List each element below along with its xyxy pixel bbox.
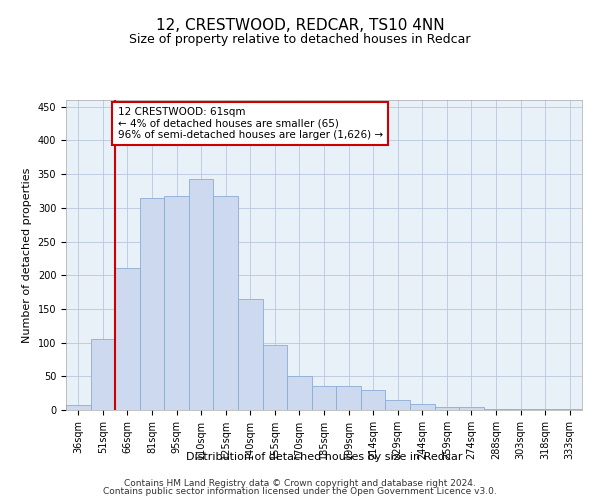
Bar xyxy=(287,376,312,410)
Bar xyxy=(214,196,238,410)
Bar xyxy=(140,198,164,410)
Text: 12, CRESTWOOD, REDCAR, TS10 4NN: 12, CRESTWOOD, REDCAR, TS10 4NN xyxy=(155,18,445,32)
Bar xyxy=(484,408,508,410)
Bar xyxy=(434,406,459,410)
Text: Size of property relative to detached houses in Redcar: Size of property relative to detached ho… xyxy=(129,32,471,46)
Bar xyxy=(459,408,484,410)
Bar xyxy=(66,406,91,410)
Bar xyxy=(312,386,336,410)
Text: 12 CRESTWOOD: 61sqm
← 4% of detached houses are smaller (65)
96% of semi-detache: 12 CRESTWOOD: 61sqm ← 4% of detached hou… xyxy=(118,106,383,140)
Text: Distribution of detached houses by size in Redcar: Distribution of detached houses by size … xyxy=(186,452,462,462)
Bar xyxy=(115,268,140,410)
Bar xyxy=(410,404,434,410)
Bar xyxy=(91,339,115,410)
Text: Contains public sector information licensed under the Open Government Licence v3: Contains public sector information licen… xyxy=(103,488,497,496)
Bar xyxy=(385,400,410,410)
Bar xyxy=(361,390,385,410)
Bar xyxy=(336,386,361,410)
Bar xyxy=(189,179,214,410)
Bar xyxy=(238,299,263,410)
Text: Contains HM Land Registry data © Crown copyright and database right 2024.: Contains HM Land Registry data © Crown c… xyxy=(124,478,476,488)
Y-axis label: Number of detached properties: Number of detached properties xyxy=(22,168,32,342)
Bar xyxy=(164,196,189,410)
Bar xyxy=(263,344,287,410)
